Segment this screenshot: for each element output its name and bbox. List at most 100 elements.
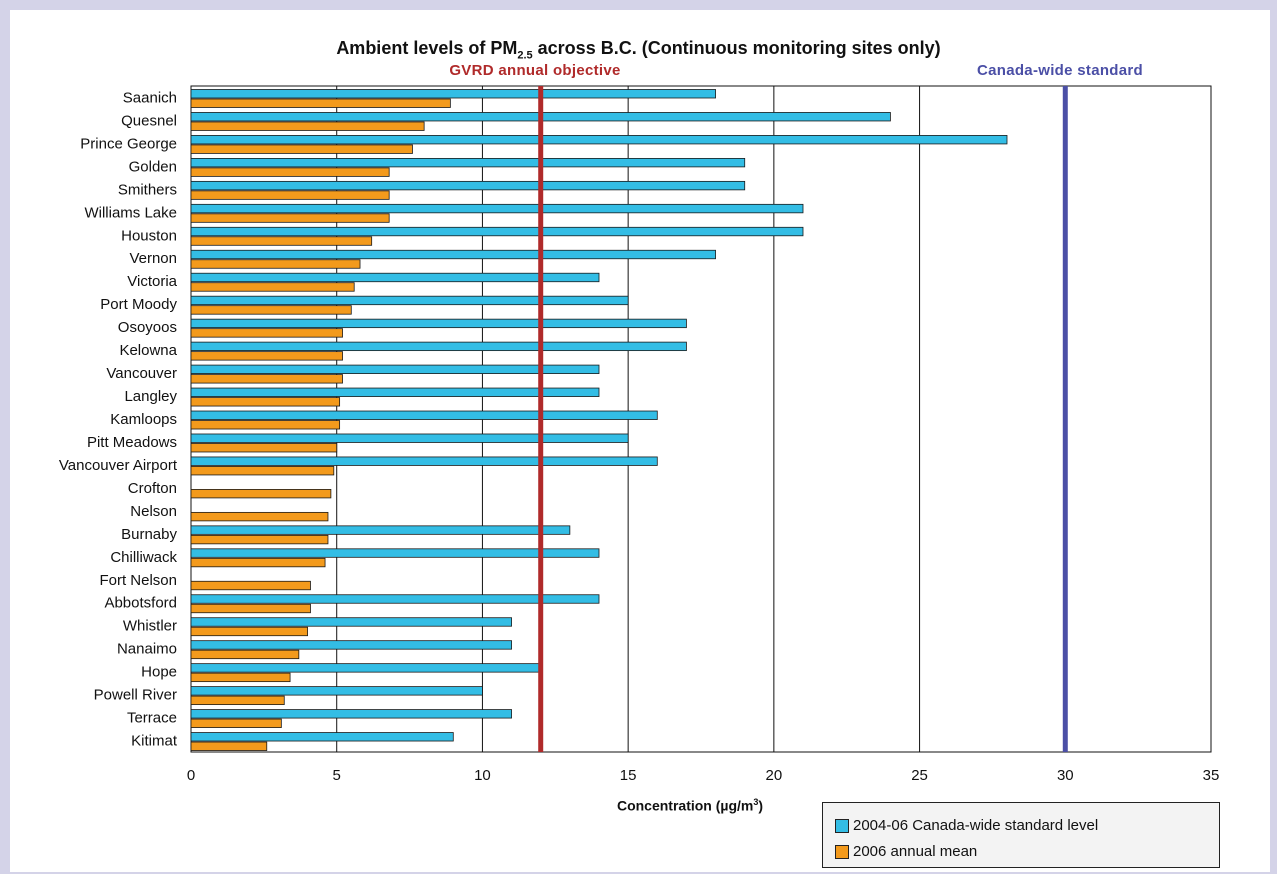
x-tick-label-1: 5 <box>333 767 341 784</box>
bar-cws-7 <box>190 249 716 260</box>
bar-annual-mean-5 <box>190 213 390 223</box>
category-label-20: Chilliwack <box>110 549 177 566</box>
bar-cws-11 <box>190 341 687 352</box>
bar-annual-mean-16 <box>190 466 335 476</box>
category-label-4: Smithers <box>118 181 177 198</box>
category-label-19: Burnaby <box>121 526 177 543</box>
category-label-11: Kelowna <box>119 342 177 359</box>
bar-cws-9 <box>190 295 629 306</box>
bar-cws-24 <box>190 640 512 650</box>
bar-cws-23 <box>190 617 512 627</box>
bar-annual-mean-20 <box>190 557 326 568</box>
category-label-5: Williams Lake <box>84 204 177 221</box>
bar-cws-20 <box>190 548 600 558</box>
category-label-6: Houston <box>121 227 177 244</box>
bar-annual-mean-19 <box>190 534 329 545</box>
x-tick-label-0: 0 <box>187 767 195 784</box>
bar-annual-mean-0 <box>190 98 451 108</box>
category-label-2: Prince George <box>80 135 177 152</box>
bar-annual-mean-24 <box>190 649 300 660</box>
bar-cws-3 <box>190 157 746 168</box>
category-label-8: Victoria <box>127 273 177 290</box>
bar-annual-mean-22 <box>190 603 311 614</box>
bar-cws-16 <box>190 456 658 466</box>
bar-annual-mean-6 <box>190 236 373 246</box>
category-label-0: Saanich <box>123 89 177 106</box>
bar-annual-mean-17 <box>190 489 332 499</box>
category-label-15: Pitt Meadows <box>87 434 177 451</box>
bar-annual-mean-9 <box>190 305 352 315</box>
bar-annual-mean-8 <box>190 282 355 292</box>
bar-annual-mean-14 <box>190 420 341 430</box>
category-label-23: Whistler <box>123 618 177 635</box>
category-label-21: Fort Nelson <box>99 572 177 589</box>
category-label-16: Vancouver Airport <box>59 457 178 474</box>
bar-annual-mean-7 <box>190 259 361 269</box>
bar-annual-mean-18 <box>190 511 329 522</box>
x-tick-label-7: 35 <box>1203 767 1220 784</box>
x-axis-label: Concentration (µg/m3) <box>616 797 764 814</box>
legend-swatch-cws <box>835 818 849 833</box>
bar-cws-14 <box>190 410 658 420</box>
bar-annual-mean-2 <box>190 144 413 154</box>
bar-cws-26 <box>190 686 483 696</box>
category-label-18: Nelson <box>130 503 177 520</box>
bar-cws-8 <box>190 272 600 283</box>
bar-cws-15 <box>190 433 629 443</box>
category-label-7: Vernon <box>129 250 177 267</box>
bar-annual-mean-28 <box>190 741 268 751</box>
bar-cws-12 <box>190 364 600 374</box>
bar-cws-27 <box>190 709 512 719</box>
legend-swatch-annual-mean <box>835 844 849 859</box>
bar-annual-mean-1 <box>190 121 425 131</box>
bar-cws-2 <box>190 135 1008 145</box>
category-label-9: Port Moody <box>100 296 177 313</box>
bar-cws-25 <box>190 663 542 673</box>
legend-item-annual-mean: 2006 annual mean <box>835 843 977 860</box>
category-label-28: Kitimat <box>131 733 178 750</box>
bar-annual-mean-21 <box>190 580 311 591</box>
category-label-25: Hope <box>141 664 177 681</box>
x-tick-label-4: 20 <box>766 767 783 784</box>
bar-cws-10 <box>190 318 687 329</box>
category-label-1: Quesnel <box>121 112 177 129</box>
bar-annual-mean-25 <box>190 672 291 683</box>
bar-cws-6 <box>190 226 804 237</box>
bar-annual-mean-15 <box>190 443 338 453</box>
category-label-12: Vancouver <box>106 365 177 382</box>
x-tick-label-3: 15 <box>620 767 637 784</box>
x-tick-label-2: 10 <box>474 767 491 784</box>
bar-annual-mean-4 <box>190 190 390 200</box>
category-label-13: Langley <box>124 388 177 405</box>
bar-annual-mean-11 <box>190 351 343 361</box>
bar-annual-mean-26 <box>190 695 285 706</box>
x-tick-label-6: 30 <box>1057 767 1074 784</box>
legend: 2004-06 Canada-wide standard level 2006 … <box>822 802 1220 868</box>
category-label-14: Kamloops <box>110 411 177 428</box>
legend-label-cws: 2004-06 Canada-wide standard level <box>853 817 1099 834</box>
bar-cws-19 <box>190 525 571 535</box>
bar-cws-4 <box>190 180 746 191</box>
bar-cws-5 <box>190 203 804 214</box>
category-label-17: Crofton <box>128 480 177 497</box>
bar-annual-mean-12 <box>190 374 343 384</box>
bar-annual-mean-3 <box>190 167 390 177</box>
bar-annual-mean-23 <box>190 626 308 637</box>
bar-cws-22 <box>190 594 600 604</box>
legend-label-annual-mean: 2006 annual mean <box>853 843 978 860</box>
category-label-10: Osoyoos <box>118 319 177 336</box>
x-tick-label-5: 25 <box>911 767 928 784</box>
chart-title: Ambient levels of PM2.5 across B.C. (Con… <box>336 38 941 62</box>
bar-cws-28 <box>190 732 454 742</box>
category-label-27: Terrace <box>127 710 177 727</box>
bar-annual-mean-13 <box>190 397 341 407</box>
gvrd-objective-label: GVRD annual objective <box>449 62 621 79</box>
bar-annual-mean-10 <box>190 328 343 338</box>
bar-cws-13 <box>190 387 600 397</box>
legend-item-cws: 2004-06 Canada-wide standard level <box>835 817 1098 834</box>
bar-annual-mean-27 <box>190 718 282 728</box>
category-label-3: Golden <box>129 158 177 175</box>
category-label-26: Powell River <box>94 687 177 704</box>
category-label-22: Abbotsford <box>104 595 177 612</box>
